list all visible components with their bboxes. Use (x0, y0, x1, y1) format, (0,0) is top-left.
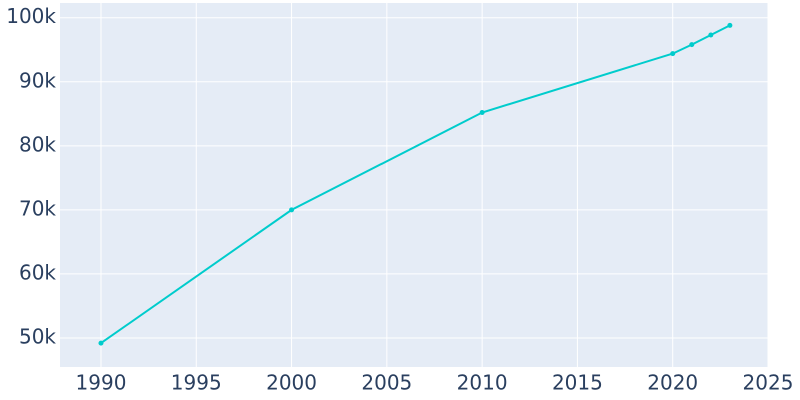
plot-area (60, 3, 768, 367)
x-tick-label: 1990 (76, 371, 127, 395)
y-tick-label: 90k (19, 68, 56, 92)
data-point (479, 110, 485, 116)
data-point (289, 207, 295, 213)
x-tick-label: 2015 (552, 371, 603, 395)
data-point (727, 22, 733, 28)
x-tick-label: 2000 (266, 371, 317, 395)
x-tick-label: 2005 (361, 371, 412, 395)
y-tick-label: 80k (19, 132, 56, 156)
data-point (708, 32, 714, 38)
x-tick-label: 2020 (647, 371, 698, 395)
data-point (689, 42, 695, 48)
x-tick-label: 2025 (743, 371, 794, 395)
x-tick-label: 2010 (457, 371, 508, 395)
y-tick-label: 100k (6, 4, 56, 28)
data-point (670, 51, 676, 57)
y-tick-label: 50k (19, 324, 56, 348)
y-tick-label: 60k (19, 260, 56, 284)
y-tick-label: 70k (19, 196, 56, 220)
data-point (98, 340, 104, 346)
x-tick-label: 1995 (171, 371, 222, 395)
